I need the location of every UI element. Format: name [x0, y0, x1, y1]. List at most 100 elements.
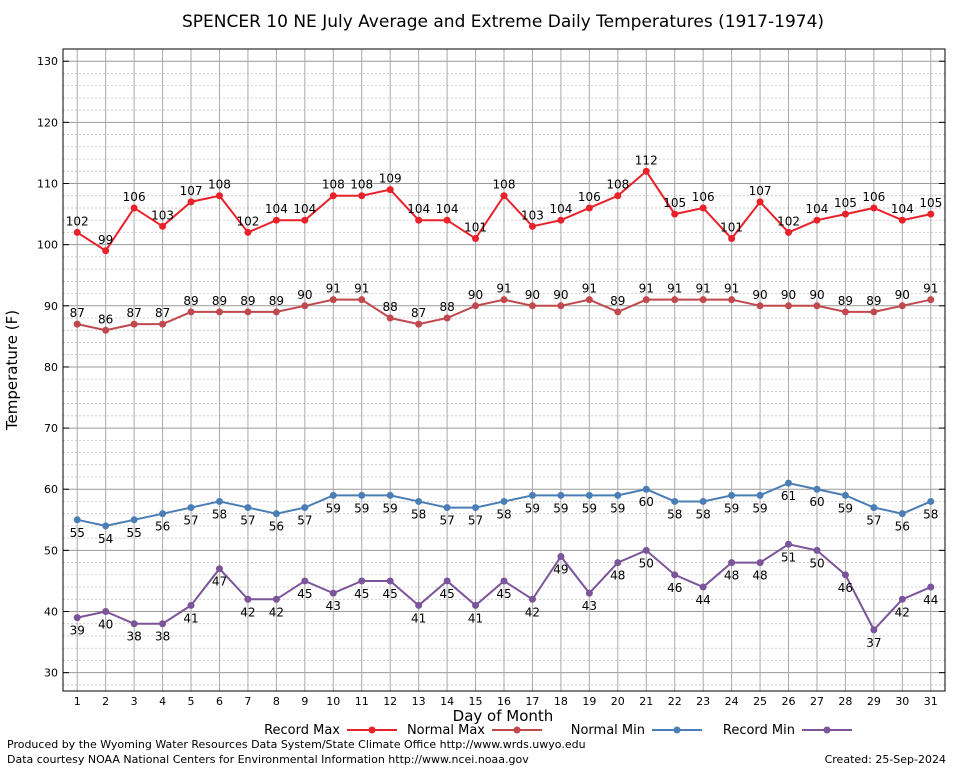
data-point — [870, 308, 878, 316]
data-point — [841, 210, 849, 218]
x-tick-label: 26 — [782, 695, 796, 708]
data-point — [415, 601, 423, 609]
data-point — [329, 589, 337, 597]
data-label: 104 — [549, 202, 572, 216]
legend-label: Record Min — [723, 723, 795, 738]
data-label: 103 — [151, 208, 174, 222]
data-label: 106 — [578, 190, 601, 204]
data-label: 60 — [809, 495, 824, 509]
data-label: 43 — [326, 599, 341, 613]
data-label: 89 — [269, 294, 284, 308]
data-label: 58 — [696, 507, 711, 521]
data-label: 44 — [696, 593, 711, 607]
x-tick-label: 15 — [469, 695, 483, 708]
data-label: 91 — [639, 282, 654, 296]
data-point — [215, 497, 223, 505]
data-point — [927, 210, 935, 218]
data-label: 87 — [155, 306, 170, 320]
data-point — [102, 522, 110, 530]
data-point — [102, 326, 110, 334]
y-tick-label: 130 — [37, 55, 58, 68]
data-label: 56 — [269, 520, 284, 534]
data-point — [756, 491, 764, 499]
data-point — [841, 571, 849, 579]
data-point — [614, 308, 622, 316]
data-label: 107 — [749, 184, 772, 198]
data-point — [301, 504, 309, 512]
data-point — [500, 577, 508, 585]
x-tick-label: 18 — [554, 695, 568, 708]
data-point — [699, 296, 707, 304]
data-point — [728, 559, 736, 567]
data-point — [386, 314, 394, 322]
x-tick-label: 25 — [753, 695, 767, 708]
data-point — [898, 595, 906, 603]
data-label: 46 — [838, 581, 853, 595]
data-point — [785, 479, 793, 487]
data-point — [756, 302, 764, 310]
data-label: 104 — [891, 202, 914, 216]
x-tick-label: 23 — [696, 695, 710, 708]
data-point — [557, 491, 565, 499]
x-tick-label: 14 — [440, 695, 454, 708]
data-label: 47 — [212, 575, 227, 589]
data-label: 44 — [923, 593, 938, 607]
data-label: 45 — [439, 587, 454, 601]
data-point — [272, 308, 280, 316]
data-label: 104 — [806, 202, 829, 216]
x-tick-label: 5 — [188, 695, 195, 708]
data-label: 54 — [98, 532, 113, 546]
data-point — [813, 216, 821, 224]
data-point — [528, 491, 536, 499]
data-label: 50 — [809, 556, 824, 570]
data-point — [642, 546, 650, 554]
data-point — [244, 504, 252, 512]
data-label: 59 — [582, 501, 597, 515]
data-point — [215, 308, 223, 316]
data-point — [785, 302, 793, 310]
data-point — [500, 192, 508, 200]
data-point — [73, 614, 81, 622]
data-label: 108 — [350, 178, 373, 192]
legend-label: Normal Max — [407, 723, 485, 738]
data-label: 91 — [667, 282, 682, 296]
data-point — [785, 228, 793, 236]
data-label: 42 — [240, 605, 255, 619]
data-label: 58 — [667, 507, 682, 521]
data-label: 86 — [98, 312, 113, 326]
data-label: 107 — [180, 184, 203, 198]
data-label: 90 — [553, 288, 568, 302]
data-label: 43 — [582, 599, 597, 613]
data-point — [159, 510, 167, 518]
x-tick-label: 22 — [668, 695, 682, 708]
data-label: 57 — [297, 514, 312, 528]
data-point — [272, 216, 280, 224]
data-label: 91 — [724, 282, 739, 296]
data-point — [699, 204, 707, 212]
data-point — [187, 198, 195, 206]
data-label: 91 — [354, 282, 369, 296]
data-label: 57 — [866, 514, 881, 528]
x-tick-label: 13 — [412, 695, 426, 708]
data-label: 57 — [468, 514, 483, 528]
data-point — [130, 620, 138, 628]
data-point — [500, 497, 508, 505]
data-label: 91 — [496, 282, 511, 296]
data-label: 99 — [98, 233, 113, 247]
data-label: 56 — [895, 520, 910, 534]
data-label: 37 — [866, 636, 881, 650]
data-label: 42 — [525, 605, 540, 619]
data-label: 106 — [692, 190, 715, 204]
data-label: 48 — [610, 569, 625, 583]
data-label: 91 — [696, 282, 711, 296]
data-point — [500, 296, 508, 304]
legend-label: Record Max — [264, 723, 340, 738]
data-point — [898, 510, 906, 518]
x-tick-label: 4 — [159, 695, 166, 708]
data-point — [614, 192, 622, 200]
data-point — [187, 308, 195, 316]
x-tick-label: 30 — [895, 695, 909, 708]
data-label: 59 — [383, 501, 398, 515]
data-point — [358, 296, 366, 304]
data-label: 89 — [183, 294, 198, 308]
